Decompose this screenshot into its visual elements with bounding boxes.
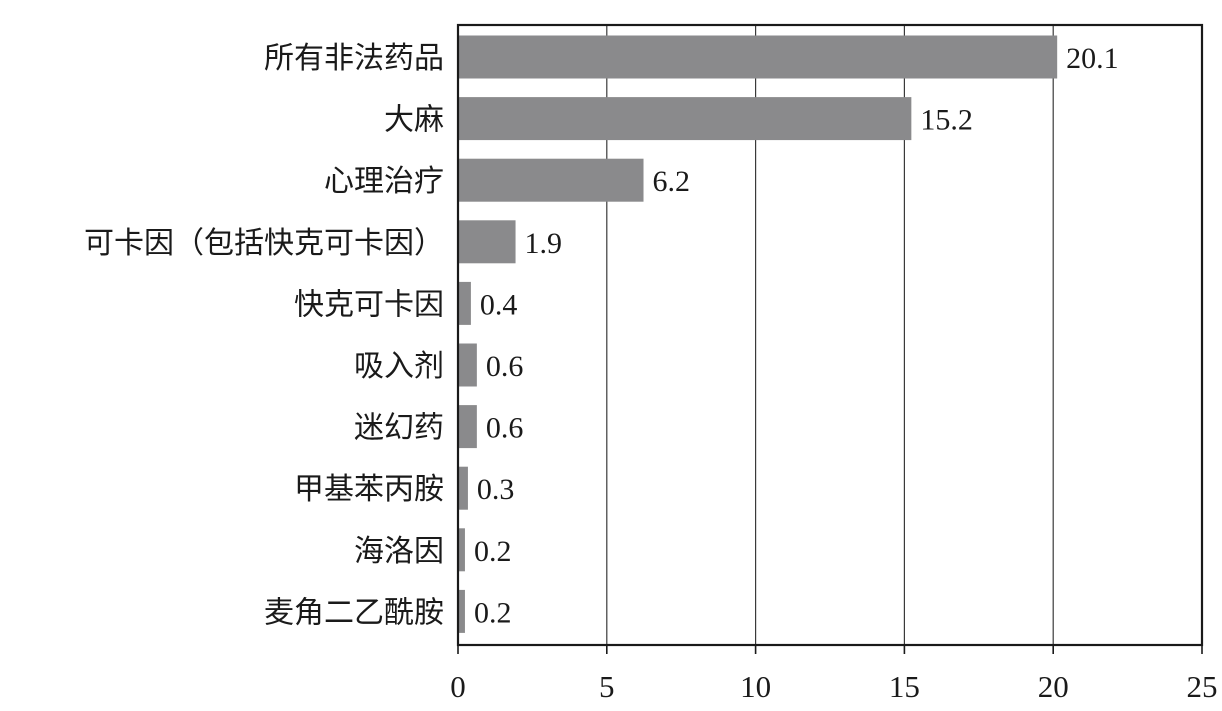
bar <box>459 158 644 202</box>
category-label: 大麻 <box>384 103 444 138</box>
category-label: 快克可卡因 <box>294 287 444 322</box>
bar <box>459 466 468 510</box>
x-tick-label: 25 <box>1187 669 1218 704</box>
category-label: 吸入剂 <box>354 349 444 384</box>
category-label: 可卡因（包括快克可卡因） <box>84 226 444 261</box>
x-tick-label: 5 <box>599 669 615 704</box>
plot-frame <box>456 23 1204 647</box>
category-label: 甲基苯丙胺 <box>294 472 444 507</box>
bars <box>459 35 1058 633</box>
category-label: 麦角二乙酰胺 <box>264 595 444 630</box>
bar <box>459 405 477 449</box>
x-tick-label: 0 <box>450 669 466 704</box>
bar <box>459 281 471 325</box>
value-label: 0.6 <box>486 412 523 445</box>
bar <box>459 220 516 264</box>
category-label: 心理治疗 <box>324 164 444 199</box>
value-label: 20.1 <box>1066 42 1119 75</box>
value-label: 0.2 <box>474 535 512 568</box>
value-label: 0.3 <box>477 473 514 506</box>
value-label: 15.2 <box>920 104 973 137</box>
bar <box>459 343 477 387</box>
x-axis-ticks: 0 5 10 15 20 25 <box>450 645 1218 704</box>
bar <box>459 97 912 141</box>
category-label: 所有非法药品 <box>264 41 444 76</box>
x-tick-label: 20 <box>1038 669 1069 704</box>
x-tick-label: 15 <box>889 669 920 704</box>
value-labels: 20.1 15.2 6.2 1.90.4 0.6 0.6 0.3 0.2 0.2 <box>474 42 1119 629</box>
x-tick-label: 10 <box>740 669 771 704</box>
value-label: 1.9 <box>525 227 563 260</box>
bar <box>459 589 465 633</box>
value-label: 0.2 <box>474 596 512 629</box>
value-label: 6.2 <box>653 165 691 198</box>
bar <box>459 35 1058 79</box>
category-label: 海洛因 <box>354 534 444 569</box>
value-label: 0.6 <box>486 350 523 383</box>
plot-border <box>456 23 1204 647</box>
category-label: 迷幻药 <box>354 411 444 446</box>
bar <box>459 528 465 572</box>
value-label: 0.4 <box>480 288 518 321</box>
